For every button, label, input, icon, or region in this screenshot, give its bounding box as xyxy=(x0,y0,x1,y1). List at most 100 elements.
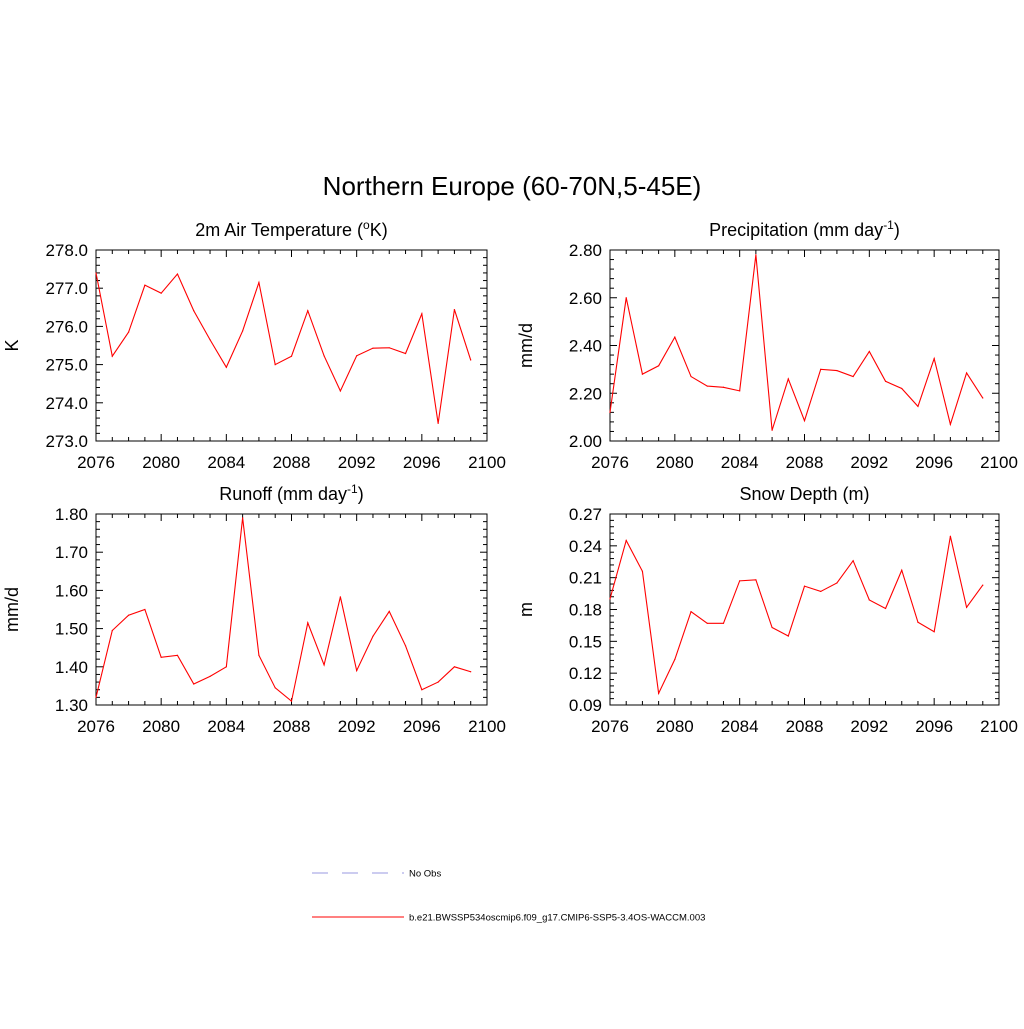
data-point xyxy=(609,411,611,413)
data-point xyxy=(803,585,806,587)
x-tick-label: 2100 xyxy=(468,717,506,736)
series-line xyxy=(609,254,984,431)
panel-title-suffix: ) xyxy=(358,484,364,504)
data-point xyxy=(356,355,358,357)
x-tick-label: 2096 xyxy=(403,453,441,472)
data-point xyxy=(127,331,130,333)
data-point xyxy=(787,635,789,637)
data-point xyxy=(339,390,341,392)
data-point xyxy=(706,622,708,624)
data-point xyxy=(706,385,708,387)
data-point xyxy=(917,621,919,623)
y-tick-label: 2.40 xyxy=(569,337,602,356)
data-point xyxy=(901,387,903,390)
plot-frame xyxy=(609,513,1000,706)
data-point xyxy=(339,596,341,598)
data-point xyxy=(372,635,374,637)
x-tick-label: 2084 xyxy=(207,717,245,736)
data-point xyxy=(722,386,725,388)
y-tick-label: 1.40 xyxy=(55,658,88,677)
data-point xyxy=(755,579,757,581)
data-point xyxy=(372,347,374,349)
x-tick-label: 2080 xyxy=(656,453,694,472)
data-point xyxy=(470,671,472,673)
data-point xyxy=(176,273,179,275)
y-tick-label: 2.20 xyxy=(569,384,602,403)
data-point xyxy=(739,390,741,392)
data-point xyxy=(690,611,692,613)
data-point xyxy=(421,313,423,315)
panels: 2m Air Temperature (oK) 2076 2080 2084 2088 2… xyxy=(2,218,1018,736)
y-tick-label: 0.09 xyxy=(569,696,602,715)
y-tick-label: 275.0 xyxy=(45,356,88,375)
data-point xyxy=(625,539,627,542)
x-tick-label: 2076 xyxy=(591,453,629,472)
data-point xyxy=(917,405,919,407)
data-point xyxy=(949,535,951,537)
x-tick-label: 2084 xyxy=(721,453,759,472)
data-point xyxy=(225,666,227,668)
data-point xyxy=(307,622,309,624)
data-point xyxy=(982,397,984,399)
data-point xyxy=(658,692,660,694)
y-tick-label: 0.15 xyxy=(569,632,602,651)
data-point xyxy=(722,622,725,624)
x-tick-label: 2092 xyxy=(338,453,376,472)
data-point xyxy=(258,281,260,284)
panel-title-sup: -1 xyxy=(883,218,894,232)
x-tick-label: 2080 xyxy=(142,717,180,736)
data-point xyxy=(209,675,211,677)
plot-frame xyxy=(609,249,1000,442)
y-tick-label: 1.60 xyxy=(55,581,88,600)
x-tick-label: 2076 xyxy=(77,717,115,736)
plot-frame xyxy=(95,249,488,442)
data-point xyxy=(982,584,984,586)
data-point xyxy=(901,569,903,571)
y-tick-label: 0.12 xyxy=(569,664,602,683)
data-point xyxy=(933,358,935,360)
x-tick-label: 2092 xyxy=(338,717,376,736)
y-axis-label: mm/d xyxy=(516,323,536,368)
data-point xyxy=(144,284,146,286)
x-tick-label: 2092 xyxy=(850,453,888,472)
data-point xyxy=(868,599,870,601)
data-point xyxy=(470,359,472,361)
data-point xyxy=(852,375,854,378)
data-point xyxy=(242,517,244,519)
data-point xyxy=(836,369,838,372)
panel-title-suffix: ) xyxy=(894,220,900,240)
y-tick-label: 276.0 xyxy=(45,317,88,336)
y-tick-label: 2.80 xyxy=(569,241,602,260)
data-point xyxy=(437,422,439,425)
data-point xyxy=(965,372,968,374)
panel-title: 2m Air Temperature (oK) xyxy=(195,218,387,240)
x-tick-label: 2092 xyxy=(850,717,888,736)
x-tick-label: 2084 xyxy=(721,717,759,736)
data-point xyxy=(209,339,211,341)
x-tick-label: 2096 xyxy=(915,717,953,736)
y-tick-label: 1.80 xyxy=(55,505,88,524)
legend-label: No Obs xyxy=(409,869,441,880)
y-tick-label: 1.30 xyxy=(55,696,88,715)
data-point xyxy=(965,606,968,608)
data-point xyxy=(771,429,773,431)
panel-2: Precipitation (mm day-1) 2076 2080 2084 2088… xyxy=(516,218,1018,472)
data-point xyxy=(388,610,390,613)
data-point xyxy=(160,656,162,658)
x-tick-label: 2100 xyxy=(980,717,1018,736)
panel-title-main: Precipitation (mm day xyxy=(709,220,883,240)
panel-title-suffix: K) xyxy=(370,220,388,240)
data-point xyxy=(356,670,358,672)
y-axis-label: mm/d xyxy=(2,587,22,632)
x-tick-label: 2100 xyxy=(468,453,506,472)
data-point xyxy=(658,365,660,367)
x-tick-label: 2088 xyxy=(786,453,824,472)
data-point xyxy=(674,658,676,660)
data-point xyxy=(933,631,935,633)
data-point xyxy=(803,420,806,422)
y-tick-label: 0.21 xyxy=(569,569,602,588)
data-point xyxy=(884,607,887,610)
data-point xyxy=(625,297,627,299)
y-axis-label: m xyxy=(516,602,536,617)
